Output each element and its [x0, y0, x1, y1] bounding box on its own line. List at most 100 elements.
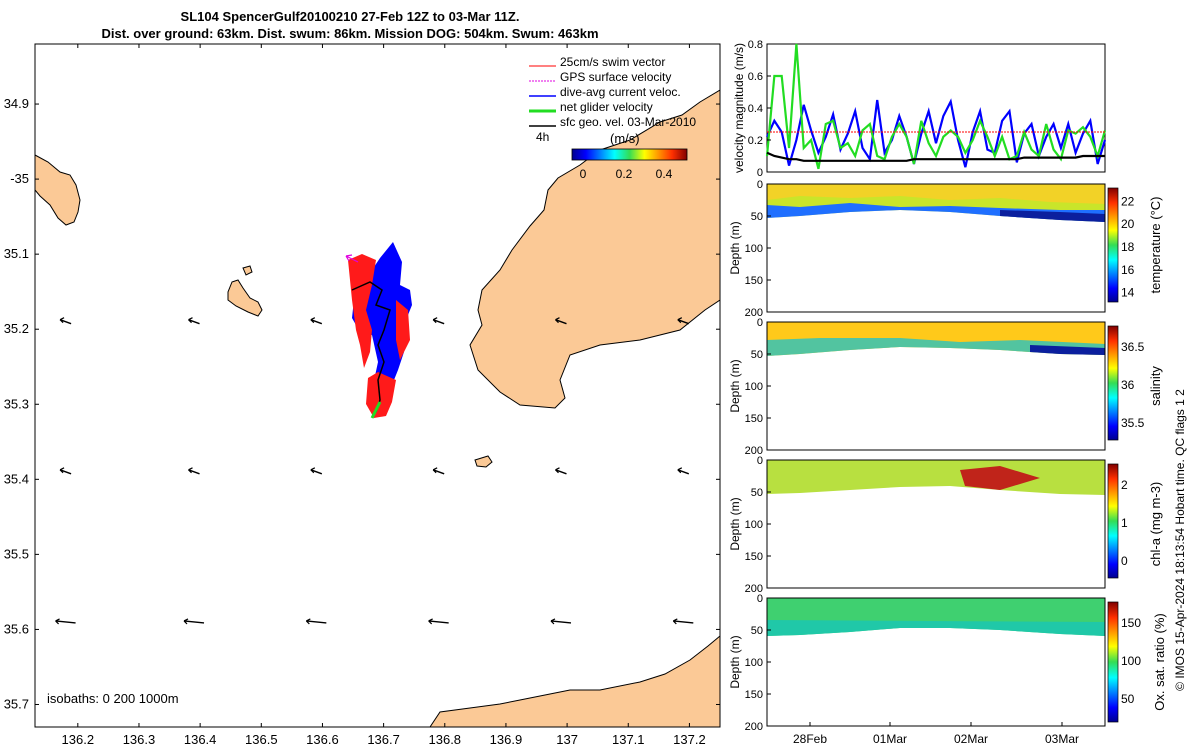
- velocity-series-line: [766, 151, 1105, 162]
- geo-velocity-arrowhead: [677, 467, 683, 474]
- map-x-tick-label: 136.7: [367, 732, 400, 747]
- depth-tick-label: 200: [745, 583, 763, 595]
- geo-velocity-arrow: [673, 620, 694, 624]
- speed-colorbar: (m/s) 0 0.2 0.4: [571, 131, 688, 181]
- colorbar-tick-label: 2: [1121, 478, 1128, 492]
- oxygen-y-axis: 0 50 100 150 200: [745, 593, 771, 733]
- temperature-clabel: temperature (°C): [1148, 197, 1163, 294]
- salinity-panel: Depth (m) salinity 0 50 100 150 200 35.5 36 36…: [728, 317, 1163, 457]
- geo-velocity-arrow: [432, 469, 445, 475]
- legend-label-net: net glider velocity: [560, 100, 653, 114]
- velocity-y-tick-label: 0.4: [748, 103, 763, 115]
- footer-credit: © IMOS 15-Apr-2024 18:13:54 Hobart time.…: [1173, 389, 1187, 691]
- chla-colorbar: [1107, 463, 1119, 579]
- depth-tick-label: 0: [757, 179, 763, 191]
- geo-velocity-arrowhead: [555, 467, 560, 474]
- geo-velocity-arrowhead: [188, 317, 193, 324]
- map-y-tick-label: 35.4: [4, 471, 29, 486]
- map-y-tick-label: -35: [10, 171, 29, 186]
- depth-tick-label: 150: [745, 551, 763, 563]
- map-x-tick-label: 137.2: [673, 732, 706, 747]
- colorbar-tick-label: 0: [1121, 554, 1128, 568]
- time-axis: 28Feb 01Mar 02Mar 03Mar: [793, 722, 1079, 746]
- depth-tick-label: 0: [757, 455, 763, 467]
- velocity-y-axis: 0 0.2 0.4 0.6 0.8: [748, 39, 771, 179]
- temperature-ylabel: Depth (m): [728, 221, 742, 274]
- colorbar-tick-label: 35.5: [1121, 416, 1145, 430]
- geo-velocity-arrow: [677, 469, 690, 475]
- geo-velocity-arrow: [59, 469, 72, 475]
- map-y-tick-label: 35.6: [4, 621, 29, 636]
- legend-label-swim: 25cm/s swim vector: [560, 55, 665, 69]
- geo-velocity-arrow: [428, 620, 449, 624]
- geo-velocity-arrow: [310, 469, 323, 475]
- oxygen-clabel: Ox. sat. ratio (%): [1152, 613, 1167, 711]
- colorbar-tick-0: 0: [580, 167, 587, 181]
- depth-tick-label: 0: [757, 317, 763, 329]
- depth-tick-label: 150: [745, 413, 763, 425]
- title-line-1: SL104 SpencerGulf20100210 27-Feb 12Z to …: [180, 9, 520, 24]
- depth-tick-label: 50: [751, 349, 763, 361]
- time-tick-label: 03Mar: [1045, 732, 1079, 746]
- oxygen-panel: Depth (m) Ox. sat. ratio (%) 0 50 100 150 20…: [728, 593, 1167, 733]
- velocity-y-tick-label: 0: [757, 167, 763, 179]
- temperature-colorbar-ticks: 14 16 18 20 22: [1121, 194, 1135, 299]
- geo-velocity-arrow: [677, 319, 690, 325]
- colorbar-tick-label: 36.5: [1121, 340, 1145, 354]
- depth-tick-label: 100: [745, 381, 763, 393]
- geo-velocity-arrow: [188, 319, 200, 325]
- geo-velocity-arrowhead: [432, 317, 438, 324]
- time-tick-label: 02Mar: [954, 732, 988, 746]
- colorbar-tick-label: 50: [1121, 692, 1135, 706]
- depth-tick-label: 0: [757, 593, 763, 605]
- map-x-tick-label: 136.4: [184, 732, 217, 747]
- colorbar-tick-2: 0.4: [656, 167, 673, 181]
- temperature-surface-layer: [767, 184, 1105, 204]
- depth-tick-label: 50: [751, 211, 763, 223]
- geo-velocity-arrow: [306, 620, 327, 624]
- glider-path: [351, 281, 391, 413]
- net-glider-velocity-arrow: [370, 401, 382, 419]
- map-y-axis: 34.9 -35 35.1 35.2 35.3 35.4 35.5 35.6 35.7: [4, 96, 720, 711]
- geo-velocity-arrowhead: [188, 467, 193, 474]
- map-panel: 136.2 136.3 136.4 136.5 136.6 136.7 136.8 136.9…: [4, 43, 721, 747]
- chla-colorbar-ticks: 0 1 2: [1121, 478, 1128, 568]
- time-tick-label: 01Mar: [873, 732, 907, 746]
- map-y-tick-label: 34.9: [4, 96, 29, 111]
- geo-velocity-arrow: [59, 319, 72, 325]
- map-x-tick-label: 136.8: [429, 732, 462, 747]
- depth-tick-label: 100: [745, 519, 763, 531]
- geo-velocity-arrowhead: [59, 467, 65, 474]
- chla-surface-layer: [767, 460, 1105, 495]
- geo-velocity-arrowhead: [305, 618, 311, 625]
- oxygen-ylabel: Depth (m): [728, 635, 742, 688]
- colorbar-tick-label: 36: [1121, 378, 1135, 392]
- geo-velocity-arrowhead: [310, 317, 316, 324]
- depth-tick-label: 50: [751, 487, 763, 499]
- map-frame: [34, 43, 721, 728]
- map-x-axis: 136.2 136.3 136.4 136.5 136.6 136.7 136.8 136.9…: [62, 44, 706, 747]
- oxygen-colorbar: [1107, 601, 1119, 723]
- map-x-tick-label: 137.1: [612, 732, 645, 747]
- colorbar-tick-label: 100: [1121, 654, 1141, 668]
- geostrophic-velocity-arrows: [55, 317, 694, 625]
- geo-velocity-arrowhead: [183, 618, 189, 625]
- salinity-ylabel: Depth (m): [728, 359, 742, 412]
- geo-velocity-arrowhead: [432, 467, 438, 474]
- glider-track-vectors: [345, 242, 412, 419]
- eyre-peninsula-land: [469, 89, 720, 409]
- geo-velocity-arrow: [555, 469, 567, 475]
- island-large: [227, 279, 263, 317]
- kangaroo-island-land: [429, 635, 720, 727]
- chla-clabel: chl-a (mg m-3): [1148, 482, 1163, 567]
- chla-high-patch: [960, 466, 1040, 490]
- depth-tick-label: 100: [745, 243, 763, 255]
- western-coast-land: [35, 154, 81, 226]
- temperature-panel: Depth (m) temperature (°C) 050100150200 …: [728, 179, 1163, 319]
- legend-label-dive-avg: dive-avg current veloc.: [560, 85, 681, 99]
- gps-surface-velocity-arrow: [345, 254, 359, 263]
- geo-velocity-arrow: [188, 469, 200, 475]
- depth-tick-label: 200: [745, 721, 763, 733]
- map-legend: 25cm/s swim vector GPS surface velocity …: [529, 55, 696, 144]
- geo-velocity-arrowhead: [555, 317, 560, 324]
